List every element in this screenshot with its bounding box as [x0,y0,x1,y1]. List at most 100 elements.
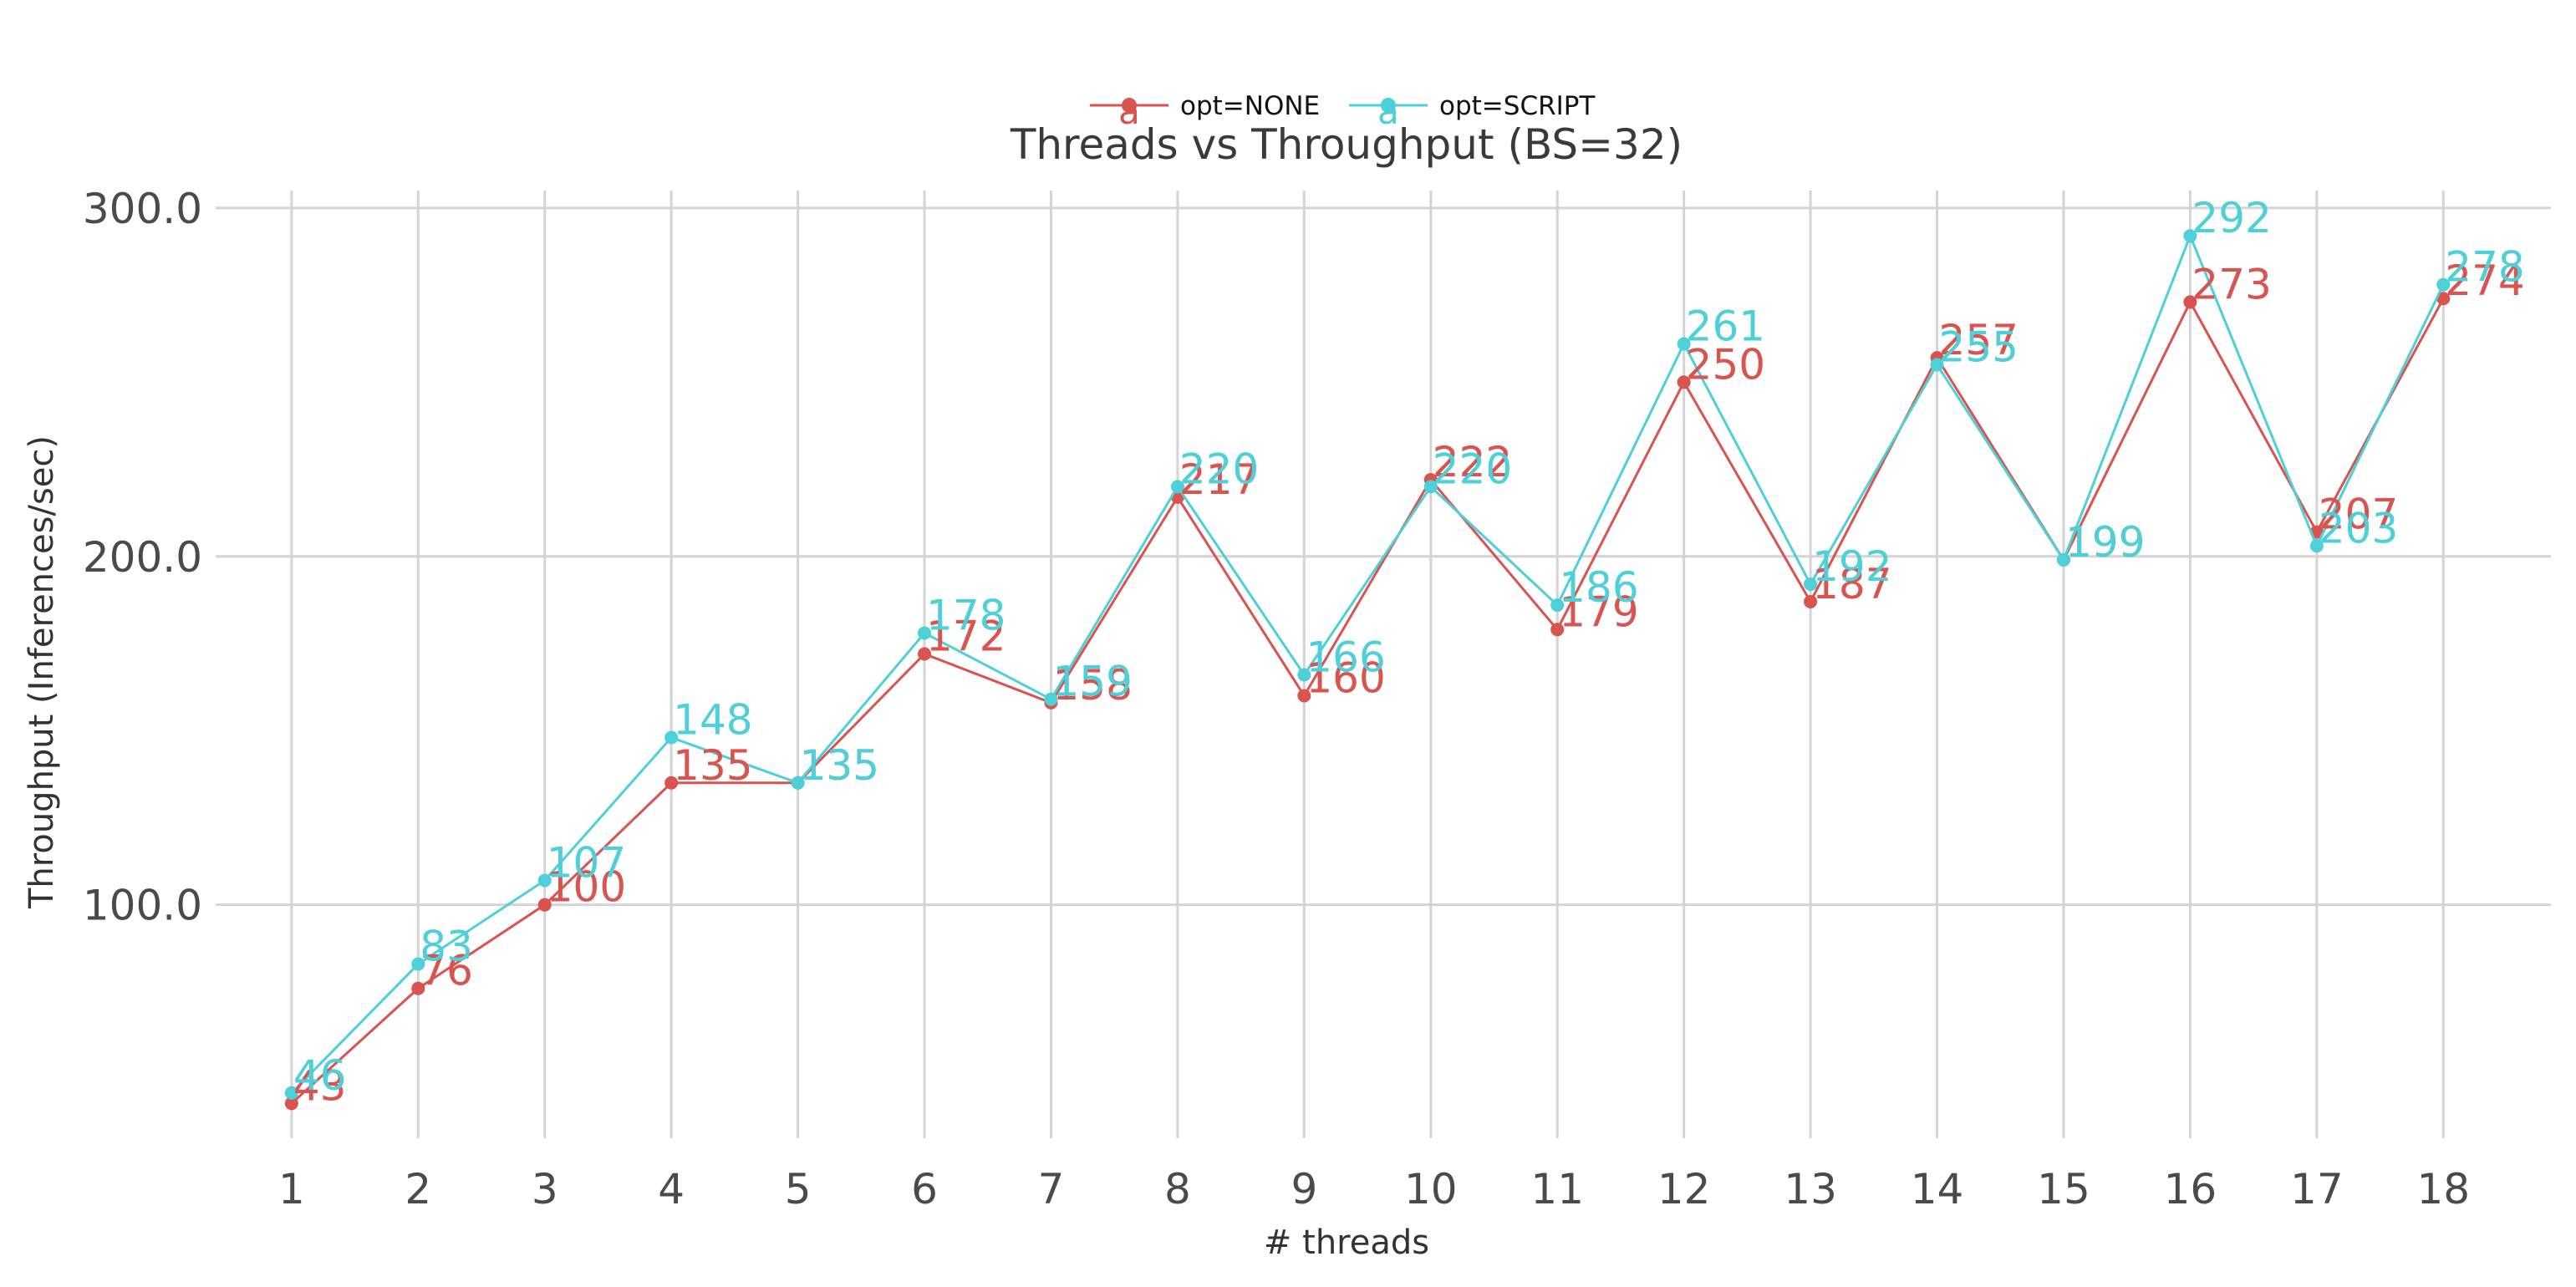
data-label: 172 [926,612,1005,660]
data-label: 220 [1179,445,1259,493]
data-label: 135 [673,741,752,790]
data-point [1677,337,1691,351]
x-tick-label: 10 [1404,1165,1458,1213]
data-point [1804,594,1818,608]
data-label: 178 [926,591,1005,639]
data-point [2183,295,2197,309]
data-point [284,1096,298,1111]
x-tick-label: 6 [911,1165,938,1213]
x-tick-label: 2 [405,1165,431,1213]
data-label: 217 [1179,455,1259,504]
series-line [290,232,2445,1094]
y-tick-label: 300.0 [83,185,202,233]
data-label: 135 [800,741,879,790]
x-tick-label: 11 [1530,1165,1584,1213]
y-axis-title: Throughput (Inferences/sec) [23,435,61,909]
series-layer [284,229,2451,1111]
data-label: 100 [547,863,626,912]
legend-item-opt-script[interactable]: a opt=SCRIPT [1349,91,1596,132]
data-label: 222 [1433,438,1512,486]
y-tick-label: 200.0 [83,533,202,582]
x-tick-label: 16 [2164,1165,2217,1213]
data-point [411,981,425,995]
data-label: 199 [2065,518,2145,567]
data-point [537,873,552,888]
data-point [1044,692,1058,706]
data-point [1297,689,1311,703]
data-label-layer: 43 76 100 135 135 172 158 217 160 222 179 250 187 257… [293,194,2525,1110]
data-point [664,730,679,745]
data-label: 159 [1052,658,1132,706]
data-label: 187 [1812,560,1891,608]
data-label: 250 [1686,340,1765,389]
legend-label: opt=SCRIPT [1439,91,1596,121]
x-tick-label: 9 [1291,1165,1317,1213]
data-point [2436,292,2451,306]
legend-marker-glyph: a [1118,91,1140,132]
data-label: 257 [1939,316,2019,364]
data-label: 83 [420,923,473,971]
legend-item-opt-none[interactable]: a opt=NONE [1090,91,1320,132]
data-label: 192 [1812,542,1891,591]
data-point [918,647,932,661]
series-line [290,298,2445,1105]
x-axis-ticks: 1 2 3 4 5 6 7 8 9 10 11 12 13 14 15 16 17 18 [278,1165,2470,1213]
x-tick-label: 12 [1657,1165,1711,1213]
data-point [918,626,932,640]
x-tick-label: 8 [1164,1165,1191,1213]
x-tick-label: 3 [532,1165,558,1213]
data-label: 186 [1559,563,1638,612]
x-tick-label: 5 [785,1165,812,1213]
data-label: 76 [420,947,473,995]
data-point [1550,623,1565,637]
data-label: 160 [1306,654,1385,703]
x-tick-label: 13 [1784,1165,1837,1213]
data-point [2183,229,2197,243]
x-tick-label: 17 [2290,1165,2344,1213]
data-point [1297,668,1311,682]
data-label: 43 [293,1061,347,1110]
data-label: 46 [293,1051,347,1100]
chart-title: Threads vs Throughput (BS=32) [1010,120,1683,169]
data-label: 207 [2319,491,2398,539]
x-tick-label: 14 [1911,1165,1964,1213]
data-label: 199 [2065,518,2145,567]
data-point [664,776,679,790]
legend-marker [1122,98,1137,113]
data-point [411,957,425,971]
grid-lines [216,191,2551,1138]
data-label: 278 [2445,243,2524,292]
data-label: 158 [1052,661,1132,710]
data-label: 179 [1559,588,1638,636]
data-point [2309,539,2324,553]
x-tick-label: 1 [278,1165,305,1213]
x-tick-label: 7 [1038,1165,1065,1213]
data-label: 261 [1686,302,1765,350]
x-tick-label: 18 [2416,1165,2470,1213]
legend-marker-glyph: a [1377,91,1399,132]
data-label: 274 [2445,257,2524,305]
data-point [1423,480,1438,494]
data-label: 135 [800,741,879,790]
data-point [1170,480,1184,494]
x-tick-label: 15 [2037,1165,2090,1213]
x-tick-label: 4 [658,1165,685,1213]
series-opt-script [284,229,2451,1100]
legend-label: opt=NONE [1180,91,1320,121]
data-point [1804,577,1818,592]
data-label: 107 [547,838,626,887]
data-point [2436,277,2451,292]
data-point [2056,552,2070,567]
data-label: 255 [1939,323,2019,371]
data-point [791,776,805,790]
legend-marker [1381,98,1396,113]
y-tick-label: 100.0 [83,882,202,930]
data-label: 220 [1433,445,1512,493]
legend[interactable]: a opt=NONE a opt=SCRIPT [1090,91,1596,132]
y-axis-ticks: 100.0 200.0 300.0 [83,185,202,930]
data-label: 166 [1306,633,1385,682]
data-point [1930,358,1944,372]
data-label: 292 [2192,194,2271,242]
data-point [1677,375,1691,389]
